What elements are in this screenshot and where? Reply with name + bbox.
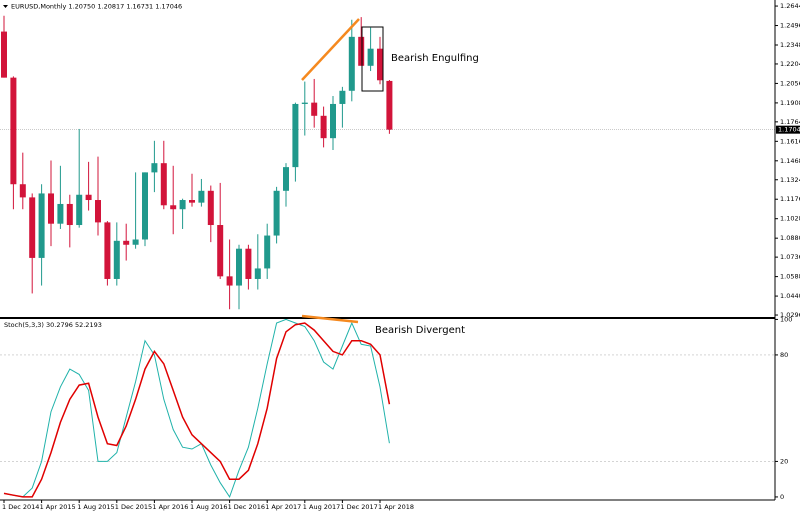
x-tick-label: 1 Apr 2016 (152, 503, 188, 511)
x-tick-label: 1 Dec 2016 (228, 503, 265, 511)
candle-body (113, 240, 120, 279)
candle-body (170, 205, 177, 210)
candle-body (226, 276, 233, 286)
candle-body (57, 203, 64, 224)
candle-body (151, 163, 158, 173)
candle-body (48, 193, 54, 224)
candle-body (301, 102, 308, 104)
plot (0, 15, 775, 499)
y-tick-label: 20 (780, 457, 788, 465)
x-tick-label: 1 Aug 2015 (77, 503, 115, 511)
candle-body (217, 225, 224, 277)
y-tick-label: 80 (780, 351, 788, 359)
candle-body (254, 268, 261, 279)
y-tick-label: 1.05880 (780, 273, 800, 281)
indicator-title: Stoch(5,3,3) 30.2796 52.2193 (4, 321, 102, 329)
x-tick-label: 1 Apr 2017 (265, 503, 301, 511)
y-tick-label: 1.16160 (780, 137, 800, 145)
candle-body (19, 184, 26, 198)
y-tick-label: 1.26440 (780, 2, 800, 10)
current-price-tag (776, 125, 800, 134)
candle-body (207, 190, 214, 226)
y-tick-label: 1.10280 (780, 215, 800, 223)
candle-body (283, 167, 289, 191)
candle-body (377, 48, 383, 81)
x-tick-label: 1 Dec 2017 (340, 503, 377, 511)
candle-body (104, 222, 111, 279)
y-tick-label: 1.11760 (780, 195, 800, 203)
candle-body (348, 36, 355, 91)
y-tick-label: 1.20560 (780, 79, 800, 87)
candle-body (123, 240, 130, 245)
y-tick-label: 1.17640 (780, 118, 800, 126)
candle-body (95, 200, 101, 223)
chart-title: EURUSD,Monthly 1.20750 1.20817 1.16731 1… (11, 3, 182, 11)
candle-body (132, 239, 139, 245)
trend-line (301, 18, 360, 81)
candle-body (142, 172, 148, 240)
candle-body (367, 48, 374, 66)
candle-body (29, 197, 36, 258)
y-tick-label: 0 (780, 493, 784, 501)
indicator-line (3, 322, 391, 498)
candle-body (38, 193, 45, 258)
candle-body (189, 200, 195, 203)
divergence-line (301, 314, 359, 324)
candle-body (179, 200, 186, 210)
candle-body (76, 194, 83, 226)
x-tick-label: 1 Aug 2016 (190, 503, 228, 511)
y-tick-label: 1.07360 (780, 253, 800, 261)
candle-body (264, 235, 271, 269)
y-tick-label: 1.24960 (780, 22, 800, 30)
pattern-box (361, 26, 384, 92)
candle-body (236, 248, 242, 286)
candle-body (1, 31, 7, 78)
candle-body (311, 102, 318, 116)
indicator-line (3, 318, 390, 499)
candle-body (273, 190, 280, 236)
y-tick-label: 1.23480 (780, 41, 800, 49)
candle-body (339, 90, 346, 104)
candle-body (386, 80, 393, 130)
candle-body (198, 190, 205, 203)
y-tick-label: 1.08800 (780, 234, 800, 242)
y-tick-label: 1.04400 (780, 292, 800, 300)
candle-body (292, 103, 299, 168)
candle-body (85, 194, 92, 201)
x-tick-label: 1 Apr 2018 (378, 503, 414, 511)
candle-body (10, 77, 17, 185)
y-tick-label: 1.19080 (780, 99, 800, 107)
y-tick-label: 1.14680 (780, 157, 800, 165)
y-tick-label: 1.22040 (780, 60, 800, 68)
annotation: Bearish Divergent (375, 325, 465, 336)
candle-body (160, 163, 167, 206)
menu-arrow[interactable] (3, 5, 8, 8)
candle-body (330, 103, 336, 139)
candle-body (245, 248, 252, 279)
x-tick-label: 1 Apr 2015 (40, 503, 76, 511)
y-tick-label: 1.02960 (780, 311, 800, 319)
candle-body (358, 36, 365, 66)
candle-body (66, 203, 73, 226)
x-tick-label: 1 Dec 2015 (115, 503, 152, 511)
candle-body (320, 115, 327, 139)
x-tick-label: 1 Aug 2017 (303, 503, 341, 511)
y-tick-label: 100 (780, 315, 792, 323)
current-price-label: 1.17046 (778, 126, 800, 134)
y-tick-label: 1.13240 (780, 176, 800, 184)
x-tick-label: 1 Dec 2014 (2, 503, 39, 511)
annotation: Bearish Engulfing (391, 53, 479, 64)
